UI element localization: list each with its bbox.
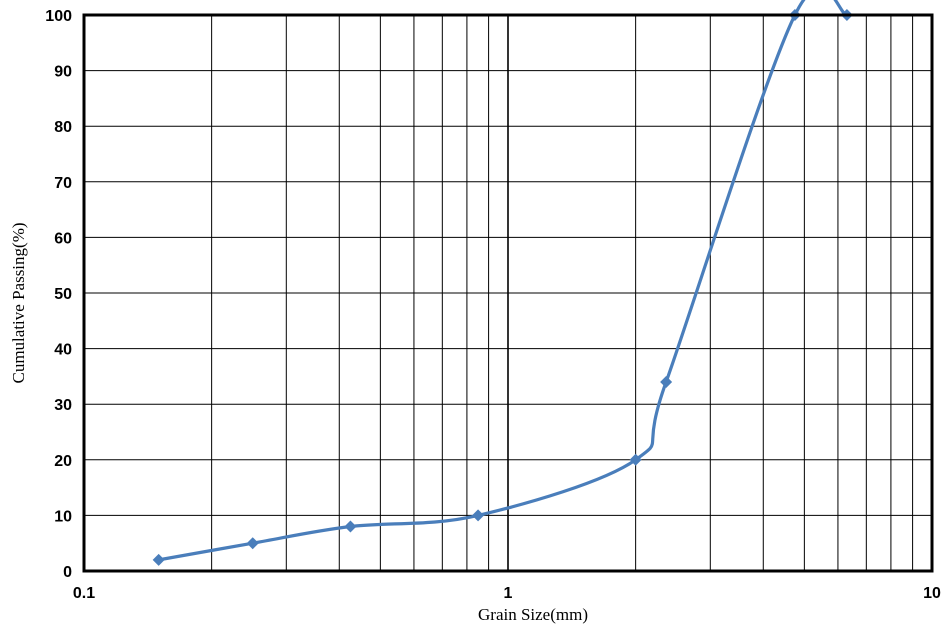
- data-point-marker: [152, 553, 165, 566]
- x-tick-labels: 0.1 1 10: [73, 585, 941, 602]
- x-tick-label: 10: [923, 585, 941, 602]
- y-tick-label: 50: [54, 286, 72, 303]
- y-tick-label: 70: [54, 175, 72, 192]
- data-point-marker: [246, 537, 259, 550]
- y-tick-label: 60: [54, 230, 72, 247]
- y-tick-label: 80: [54, 119, 72, 136]
- y-tick-label: 10: [54, 508, 72, 525]
- data-point-marker: [629, 453, 642, 466]
- x-tick-label: 1: [504, 585, 513, 602]
- grid: [84, 15, 932, 571]
- y-tick-label: 40: [54, 342, 72, 359]
- data-point-marker: [660, 375, 673, 388]
- y-tick-label: 100: [45, 8, 72, 25]
- y-tick-label: 0: [63, 564, 72, 581]
- x-axis-title: Grain Size(mm): [478, 605, 588, 624]
- y-axis-title: Cumulative Passing(%): [9, 222, 28, 383]
- y-tick-label: 30: [54, 397, 72, 414]
- series-line: [157, 0, 849, 562]
- y-tick-label: 20: [54, 453, 72, 470]
- data-point-marker: [344, 520, 357, 533]
- y-tick-labels: 0 10 20 30 40 50 60 70 80 90 100: [45, 8, 72, 581]
- plot-frame: [82, 13, 934, 573]
- series-layer: [152, 0, 853, 566]
- y-tick-label: 90: [54, 64, 72, 81]
- x-tick-label: 0.1: [73, 585, 95, 602]
- data-point-marker: [472, 509, 485, 522]
